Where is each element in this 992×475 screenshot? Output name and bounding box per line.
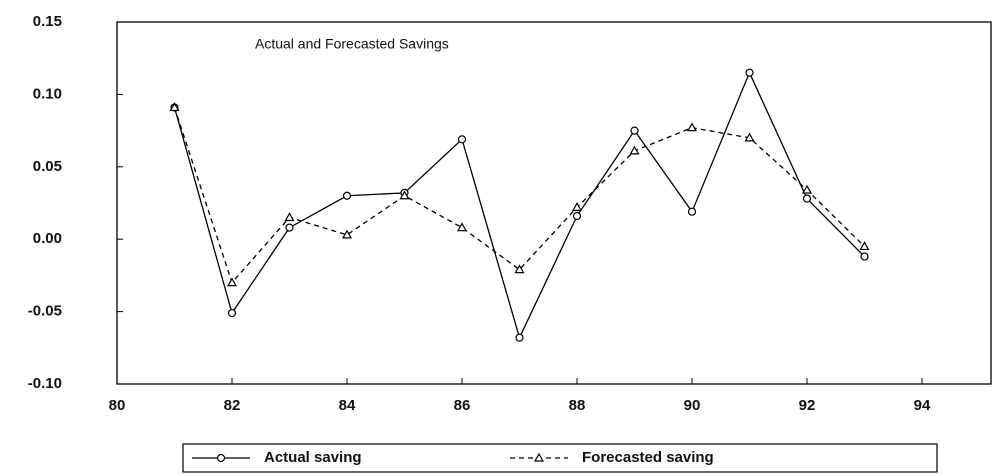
point [456, 222, 468, 232]
series-line [173, 71, 865, 340]
point [514, 264, 525, 274]
point [227, 308, 237, 318]
point [686, 122, 698, 132]
point [342, 191, 352, 200]
x-tick-label: 86 [454, 397, 471, 414]
point [457, 135, 467, 144]
x-tick-label: 90 [684, 397, 701, 414]
x-tick-label: 80 [109, 397, 126, 414]
x-tick-label: 92 [799, 397, 816, 414]
point [859, 241, 870, 251]
y-tick-label: 0.10 [33, 85, 62, 102]
point [630, 126, 639, 135]
point [571, 202, 583, 211]
y-tick-label: -0.10 [28, 375, 62, 392]
plot-frame [116, 21, 992, 385]
point [801, 184, 813, 194]
point [169, 102, 180, 112]
legend-box [182, 443, 938, 473]
series-line [173, 107, 865, 284]
point [629, 145, 640, 155]
y-tick-label: 0.00 [33, 230, 62, 247]
point [226, 277, 238, 287]
point [285, 223, 294, 232]
point [515, 333, 524, 342]
y-tick-label: 0.05 [33, 158, 62, 175]
legend-label: Actual saving [264, 449, 362, 466]
point [802, 194, 812, 203]
point [687, 207, 697, 216]
y-tick-label: -0.05 [28, 303, 62, 320]
chart-title: Actual and Forecasted Savings [255, 36, 449, 52]
point [284, 212, 295, 222]
x-tick-label: 84 [339, 397, 356, 414]
point [744, 132, 755, 142]
x-tick-label: 88 [569, 397, 586, 414]
legend-marker [216, 453, 226, 463]
point [860, 252, 869, 261]
point [572, 211, 582, 221]
x-tick-label: 94 [914, 397, 931, 414]
legend-label: Forecasted saving [582, 449, 714, 466]
point [341, 229, 353, 239]
y-tick-label: 0.15 [33, 13, 62, 30]
point [745, 68, 754, 77]
legend-marker [533, 452, 545, 462]
x-tick-label: 82 [224, 397, 241, 414]
point [399, 190, 410, 200]
